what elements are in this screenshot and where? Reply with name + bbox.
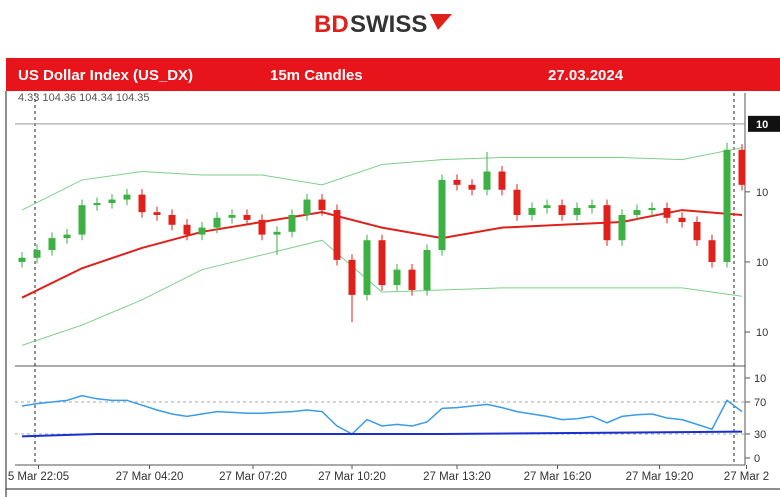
logo-swiss: SWISS: [350, 11, 427, 38]
candle-body: [378, 240, 386, 286]
rsi-tick-label: 0: [754, 453, 760, 465]
rsi-tick-label: 10: [754, 373, 766, 385]
x-tick-label: 27 Mar 16:20: [524, 471, 592, 483]
candle-body: [18, 257, 26, 262]
instrument: US Dollar Index (US_DX): [18, 67, 193, 84]
candle-body: [393, 269, 401, 286]
rsi-line: [21, 394, 743, 435]
candle-body: [468, 184, 476, 190]
candle-body: [693, 221, 701, 241]
candle-body: [108, 199, 116, 204]
candle-body: [33, 250, 41, 258]
candle-body: [738, 149, 746, 185]
candle-body: [48, 238, 56, 251]
last-price-label: 10: [756, 119, 768, 131]
x-tick-label: 27 Mar 13:20: [423, 471, 491, 483]
candle-body: [483, 171, 491, 190]
candle-body: [93, 203, 101, 206]
candle-body: [678, 217, 686, 222]
candle-body: [243, 214, 251, 220]
date: 27.03.2024: [548, 67, 624, 84]
candle-body: [498, 171, 506, 190]
candle-body: [618, 214, 626, 241]
candle-body: [438, 179, 446, 251]
candle-body: [528, 207, 536, 215]
y-tick-label: 10: [756, 257, 768, 269]
candle-body: [168, 214, 176, 225]
candle-body: [363, 240, 371, 295]
rsi-tick-label: 30: [754, 429, 766, 441]
candle-body: [123, 194, 131, 200]
candle-body: [288, 214, 296, 232]
candle-body: [213, 217, 221, 228]
candle-body: [573, 207, 581, 215]
signal-line: [21, 430, 743, 438]
candle-body: [453, 179, 461, 185]
x-tick-label: 5 Mar 22:05: [8, 471, 69, 483]
logo-bd: BD: [314, 11, 349, 38]
rsi-tick-label: 70: [754, 397, 766, 409]
candle-body: [648, 207, 656, 211]
last-price-box: [748, 115, 780, 132]
candle-body: [543, 205, 551, 208]
candle-body: [303, 199, 311, 215]
candle-body: [258, 219, 266, 235]
x-tick-label: 27 Mar 07:20: [219, 471, 287, 483]
candle-body: [558, 205, 566, 215]
band-line: [21, 147, 743, 211]
candle-body: [333, 210, 341, 260]
ohlc-readout: 4.33 104.36 104.34 104.35: [18, 92, 150, 104]
candle-body: [153, 212, 161, 215]
candle-body: [663, 207, 671, 218]
candle-body: [633, 210, 641, 215]
y-tick-label: 10: [756, 327, 768, 339]
logo-flag: [430, 14, 452, 30]
y-tick-label: 10: [756, 187, 768, 199]
candle-body: [63, 234, 71, 239]
candle-body: [588, 205, 596, 208]
x-tick-label: 27 Mar 10:20: [318, 471, 386, 483]
candle-body: [603, 205, 611, 241]
candle-body: [408, 269, 416, 290]
candle-body: [138, 194, 146, 213]
x-tick-label: 27 Mar 04:20: [116, 471, 184, 483]
candle-body: [228, 214, 236, 218]
candle-body: [78, 205, 86, 235]
candle-body: [273, 231, 281, 235]
band-line: [21, 239, 743, 346]
candle-body: [513, 189, 521, 215]
logo: BD SWISS: [314, 11, 452, 38]
candle-body: [348, 259, 356, 295]
x-tick-label: 27 Mar 2: [724, 471, 769, 483]
candle-body: [723, 149, 731, 262]
timeframe: 15m Candles: [270, 67, 363, 84]
title-bar: [6, 58, 780, 91]
x-tick-label: 27 Mar 19:20: [626, 471, 694, 483]
candle-body: [318, 199, 326, 211]
candle-body: [423, 250, 431, 290]
candle-body: [708, 240, 716, 262]
candle-body: [198, 227, 206, 235]
candle-body: [183, 224, 191, 235]
